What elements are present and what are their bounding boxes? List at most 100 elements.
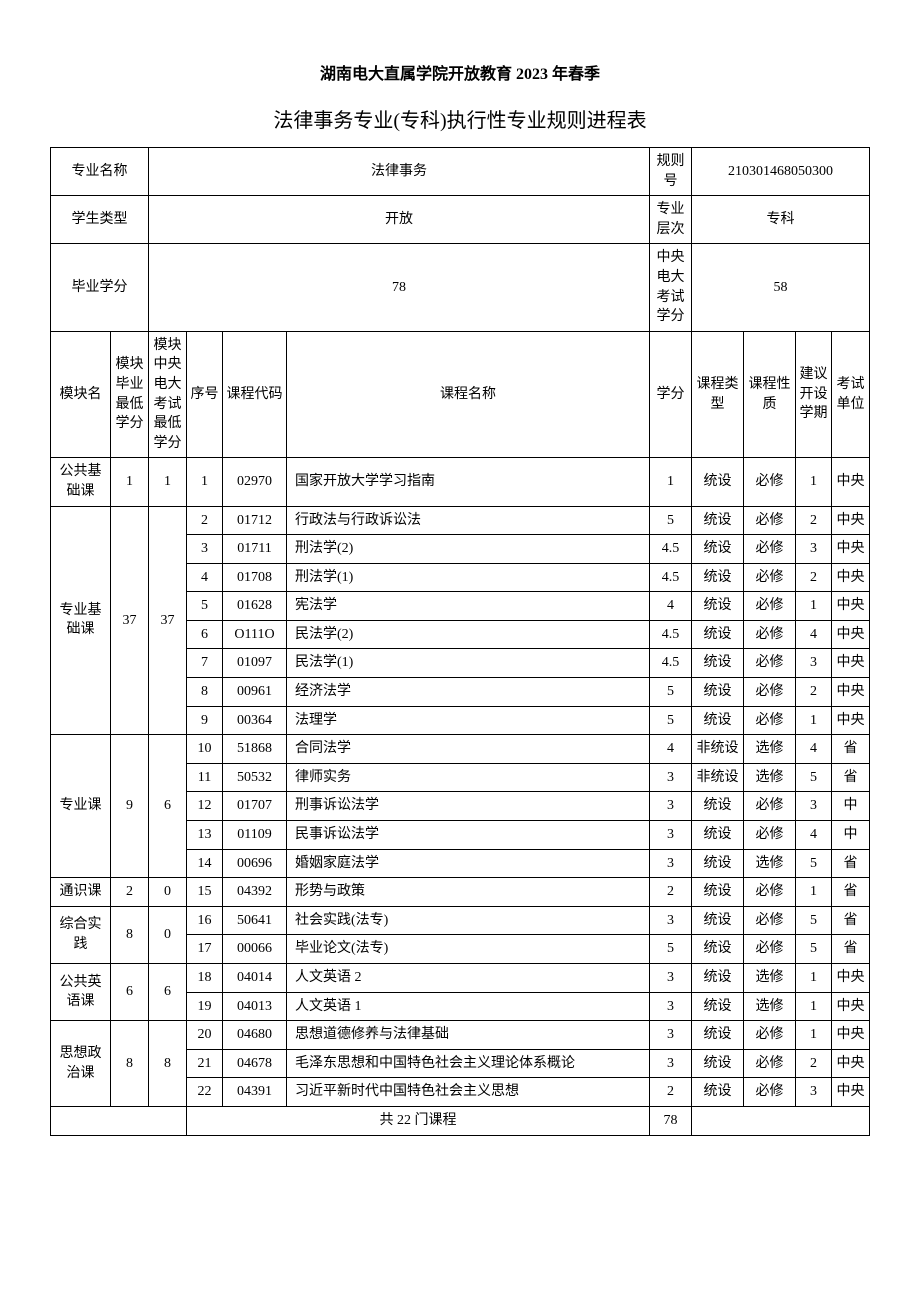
col-module-central-min: 模块中央电大考试最低学分	[149, 331, 187, 458]
course-unit-cell: 中央	[832, 1049, 870, 1078]
course-sem-cell: 4	[796, 620, 832, 649]
course-credit-cell: 4	[650, 735, 692, 764]
course-nature-cell: 必修	[744, 706, 796, 735]
value-rule-no: 210301468050300	[692, 148, 870, 196]
page-title-2: 法律事务专业(专科)执行性专业规则进程表	[50, 104, 870, 133]
course-unit-cell: 中央	[832, 1021, 870, 1050]
course-sem-cell: 1	[796, 1021, 832, 1050]
course-unit-cell: 中	[832, 821, 870, 850]
course-code-cell: 50532	[223, 763, 287, 792]
course-name-cell: 人文英语 2	[287, 964, 650, 993]
course-unit-cell: 省	[832, 906, 870, 935]
col-course-name: 课程名称	[287, 331, 650, 458]
course-code-cell: 01707	[223, 792, 287, 821]
module-name-cell: 综合实践	[51, 906, 111, 963]
course-nature-cell: 必修	[744, 649, 796, 678]
course-nature-cell: 必修	[744, 592, 796, 621]
course-nature-cell: 选修	[744, 992, 796, 1021]
course-code-cell: 01628	[223, 592, 287, 621]
meta-row-2: 学生类型 开放 专业层次 专科	[51, 196, 870, 244]
col-module-name: 模块名	[51, 331, 111, 458]
course-code-cell: 50641	[223, 906, 287, 935]
course-code-cell: 02970	[223, 458, 287, 506]
course-nature-cell: 必修	[744, 535, 796, 564]
label-major-name: 专业名称	[51, 148, 149, 196]
course-type-cell: 统设	[692, 506, 744, 535]
meta-row-3: 毕业学分 78 中央电大考试学分 58	[51, 244, 870, 331]
value-major-name: 法律事务	[149, 148, 650, 196]
course-type-cell: 统设	[692, 1049, 744, 1078]
course-seq-cell: 13	[187, 821, 223, 850]
course-credit-cell: 3	[650, 992, 692, 1021]
table-row: 公共英语课661804014人文英语 23统设选修1中央	[51, 964, 870, 993]
course-code-cell: 04678	[223, 1049, 287, 1078]
course-seq-cell: 4	[187, 563, 223, 592]
course-unit-cell: 中央	[832, 678, 870, 707]
module-name-cell: 专业课	[51, 735, 111, 878]
course-credit-cell: 3	[650, 821, 692, 850]
course-type-cell: 统设	[692, 878, 744, 907]
course-type-cell: 统设	[692, 992, 744, 1021]
course-unit-cell: 中央	[832, 563, 870, 592]
course-seq-cell: 7	[187, 649, 223, 678]
course-sem-cell: 5	[796, 849, 832, 878]
module-min-credit-cell: 1	[111, 458, 149, 506]
course-unit-cell: 中央	[832, 458, 870, 506]
module-name-cell: 公共英语课	[51, 964, 111, 1021]
label-central-credits: 中央电大考试学分	[650, 244, 692, 331]
course-code-cell: 01708	[223, 563, 287, 592]
course-name-cell: 行政法与行政诉讼法	[287, 506, 650, 535]
label-major-level: 专业层次	[650, 196, 692, 244]
value-central-credits: 58	[692, 244, 870, 331]
course-credit-cell: 4.5	[650, 563, 692, 592]
col-cnature: 课程性质	[744, 331, 796, 458]
course-nature-cell: 选修	[744, 964, 796, 993]
course-nature-cell: 必修	[744, 506, 796, 535]
course-unit-cell: 中	[832, 792, 870, 821]
course-name-cell: 婚姻家庭法学	[287, 849, 650, 878]
course-unit-cell: 省	[832, 849, 870, 878]
course-credit-cell: 5	[650, 935, 692, 964]
col-module-min: 模块毕业最低学分	[111, 331, 149, 458]
module-min-credit-cell: 2	[111, 878, 149, 907]
course-sem-cell: 5	[796, 935, 832, 964]
meta-row-1: 专业名称 法律事务 规则号 210301468050300	[51, 148, 870, 196]
course-credit-cell: 3	[650, 849, 692, 878]
course-nature-cell: 必修	[744, 1021, 796, 1050]
module-name-cell: 公共基础课	[51, 458, 111, 506]
course-type-cell: 统设	[692, 964, 744, 993]
course-unit-cell: 省	[832, 763, 870, 792]
course-type-cell: 统设	[692, 935, 744, 964]
course-name-cell: 毛泽东思想和中国特色社会主义理论体系概论	[287, 1049, 650, 1078]
table-row: 思想政治课882004680思想道德修养与法律基础3统设必修1中央	[51, 1021, 870, 1050]
course-nature-cell: 必修	[744, 792, 796, 821]
course-sem-cell: 3	[796, 1078, 832, 1107]
course-name-cell: 经济法学	[287, 678, 650, 707]
course-code-cell: 01097	[223, 649, 287, 678]
course-sem-cell: 2	[796, 678, 832, 707]
course-type-cell: 统设	[692, 1078, 744, 1107]
course-seq-cell: 3	[187, 535, 223, 564]
total-label: 共 22 门课程	[187, 1106, 650, 1135]
course-nature-cell: 必修	[744, 458, 796, 506]
module-central-min-cell: 0	[149, 878, 187, 907]
table-row: 通识课201504392形势与政策2统设必修1省	[51, 878, 870, 907]
course-name-cell: 刑法学(1)	[287, 563, 650, 592]
course-unit-cell: 中央	[832, 706, 870, 735]
course-name-cell: 刑法学(2)	[287, 535, 650, 564]
module-min-credit-cell: 6	[111, 964, 149, 1021]
course-nature-cell: 必修	[744, 821, 796, 850]
course-code-cell: 04013	[223, 992, 287, 1021]
course-seq-cell: 8	[187, 678, 223, 707]
course-sem-cell: 1	[796, 878, 832, 907]
course-code-cell: 01711	[223, 535, 287, 564]
value-student-type: 开放	[149, 196, 650, 244]
table-row: 综合实践801650641社会实践(法专)3统设必修5省	[51, 906, 870, 935]
course-type-cell: 统设	[692, 906, 744, 935]
course-code-cell: 00066	[223, 935, 287, 964]
col-seq: 序号	[187, 331, 223, 458]
course-type-cell: 统设	[692, 592, 744, 621]
course-unit-cell: 中央	[832, 620, 870, 649]
course-credit-cell: 1	[650, 458, 692, 506]
col-ctype: 课程类型	[692, 331, 744, 458]
